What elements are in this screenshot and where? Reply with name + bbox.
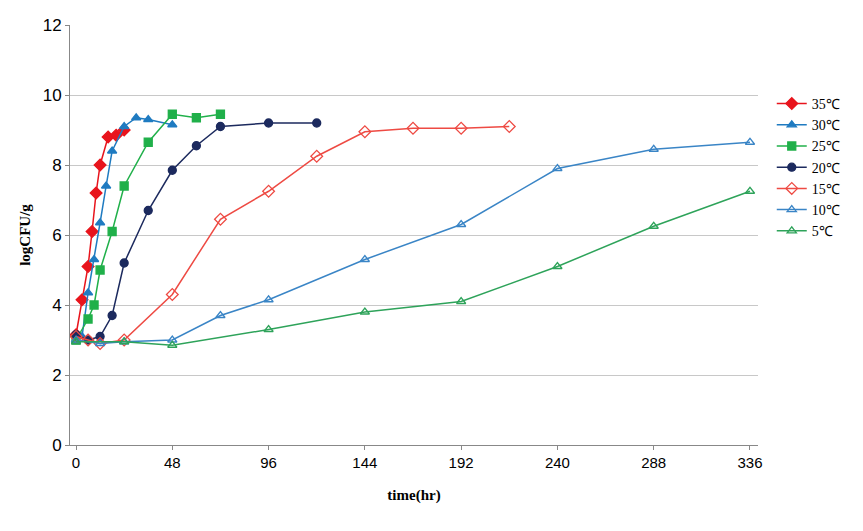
svg-text:48: 48 — [164, 454, 181, 471]
svg-text:35℃: 35℃ — [812, 97, 840, 112]
svg-text:0: 0 — [52, 436, 61, 455]
svg-text:30℃: 30℃ — [812, 118, 840, 133]
svg-text:4: 4 — [52, 296, 61, 315]
svg-text:0: 0 — [72, 454, 80, 471]
svg-text:10: 10 — [43, 86, 62, 105]
svg-text:5℃: 5℃ — [812, 224, 833, 239]
svg-text:10℃: 10℃ — [812, 203, 840, 218]
svg-text:144: 144 — [352, 454, 377, 471]
svg-text:time(hr): time(hr) — [387, 487, 440, 504]
svg-text:2: 2 — [52, 366, 61, 385]
svg-text:15℃: 15℃ — [812, 182, 840, 197]
svg-text:logCFU/g: logCFU/g — [17, 204, 33, 266]
svg-text:336: 336 — [737, 454, 762, 471]
svg-text:20℃: 20℃ — [812, 161, 840, 176]
svg-text:192: 192 — [449, 454, 474, 471]
svg-text:25℃: 25℃ — [812, 139, 840, 154]
svg-text:12: 12 — [43, 16, 62, 35]
svg-text:288: 288 — [641, 454, 666, 471]
svg-text:96: 96 — [260, 454, 277, 471]
svg-text:6: 6 — [52, 226, 61, 245]
svg-text:240: 240 — [545, 454, 570, 471]
svg-text:8: 8 — [52, 156, 61, 175]
